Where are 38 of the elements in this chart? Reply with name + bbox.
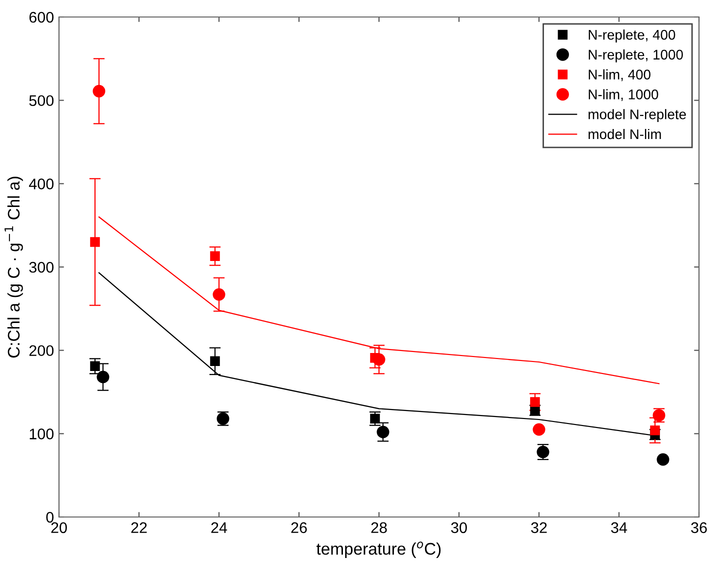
y-axis-title: C:Chl a (g C · g$^{−1}$ Chl a) [4, 176, 23, 358]
legend-label: N-lim, 1000 [588, 89, 658, 102]
x-tick-label: 34 [611, 522, 628, 534]
x-tick-label: 36 [691, 522, 707, 534]
x-tick-label: 30 [451, 522, 467, 534]
legend-label: N-lim, 400 [588, 69, 650, 82]
legend-label: model N-replete [588, 109, 686, 122]
y-tick-label: 300 [29, 262, 54, 273]
point [212, 288, 226, 301]
y-tick-label: 500 [29, 95, 54, 106]
point [656, 453, 670, 466]
point [376, 426, 390, 438]
x-tick-label: 24 [211, 522, 228, 533]
point [96, 370, 110, 384]
point [210, 356, 220, 366]
point [370, 414, 380, 424]
x-tick-label: 32 [531, 522, 547, 534]
legend-label: N-replete, 400 [588, 30, 676, 42]
x-tick-label: 26 [291, 522, 307, 534]
point [90, 361, 100, 372]
point [92, 84, 106, 98]
x-axis-title: temperature ($^{o}$C) [316, 542, 441, 558]
legend-label: N-replete, 1000 [588, 49, 683, 62]
x-tick-label: 22 [131, 522, 147, 533]
line-series [98, 216, 660, 384]
point [530, 397, 540, 407]
x-tick-label: 28 [371, 522, 387, 534]
y-tick-label: 400 [29, 178, 54, 190]
y-tick-label: 0 [46, 512, 54, 523]
legend-label: model N-lim [588, 128, 661, 140]
point [90, 237, 100, 247]
y-tick-label: 600 [29, 12, 54, 23]
y-tick-label: 100 [30, 428, 54, 440]
point [532, 423, 546, 436]
point [210, 251, 220, 262]
point [372, 353, 386, 366]
y-tick-label: 200 [29, 345, 54, 356]
x-tick-label: 20 [51, 522, 67, 534]
